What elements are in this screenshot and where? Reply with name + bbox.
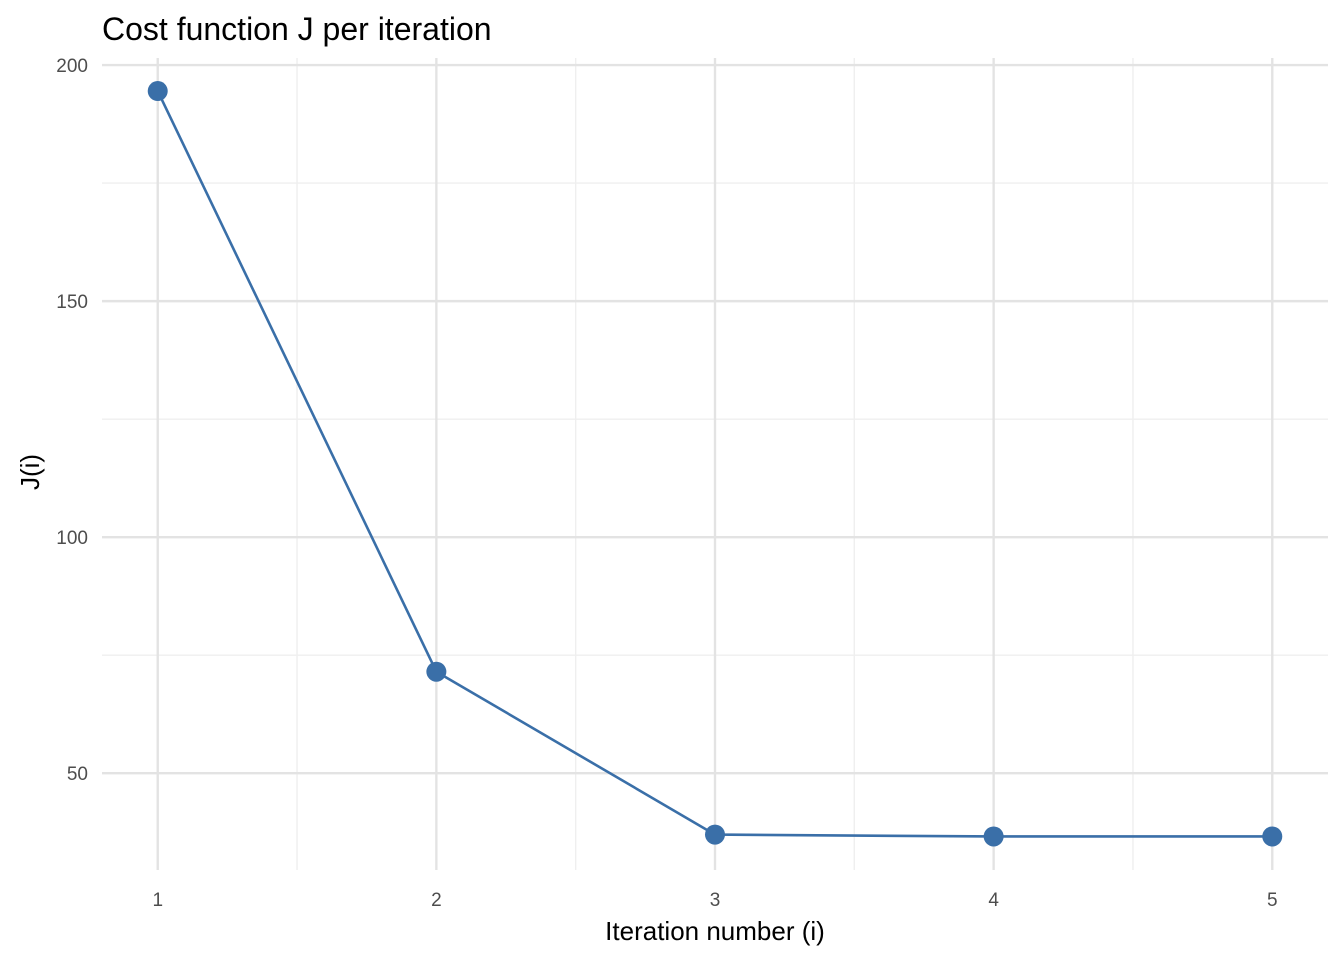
y-axis-label: J(i): [15, 454, 45, 490]
grid-major: [102, 58, 1328, 870]
tick-labels: 1 2 3 4 5 50 100 150 200: [56, 56, 1277, 911]
x-tick-label: 1: [152, 890, 163, 911]
data-point: [147, 81, 168, 102]
x-tick-label: 4: [988, 890, 999, 911]
x-axis-label: Iteration number (i): [605, 916, 825, 946]
data-point: [705, 824, 725, 845]
x-tick-label: 5: [1267, 890, 1278, 911]
data-point: [1262, 826, 1283, 847]
x-tick-label: 2: [431, 890, 442, 911]
y-tick-label: 200: [56, 56, 88, 77]
y-tick-label: 100: [56, 528, 88, 549]
series-group: [147, 81, 1283, 847]
data-point: [426, 661, 447, 682]
data-point: [983, 826, 1004, 847]
chart-title: Cost function J per iteration: [102, 11, 492, 47]
y-tick-label: 150: [56, 292, 88, 313]
x-tick-label: 3: [710, 890, 721, 911]
y-tick-label: 50: [67, 764, 88, 785]
